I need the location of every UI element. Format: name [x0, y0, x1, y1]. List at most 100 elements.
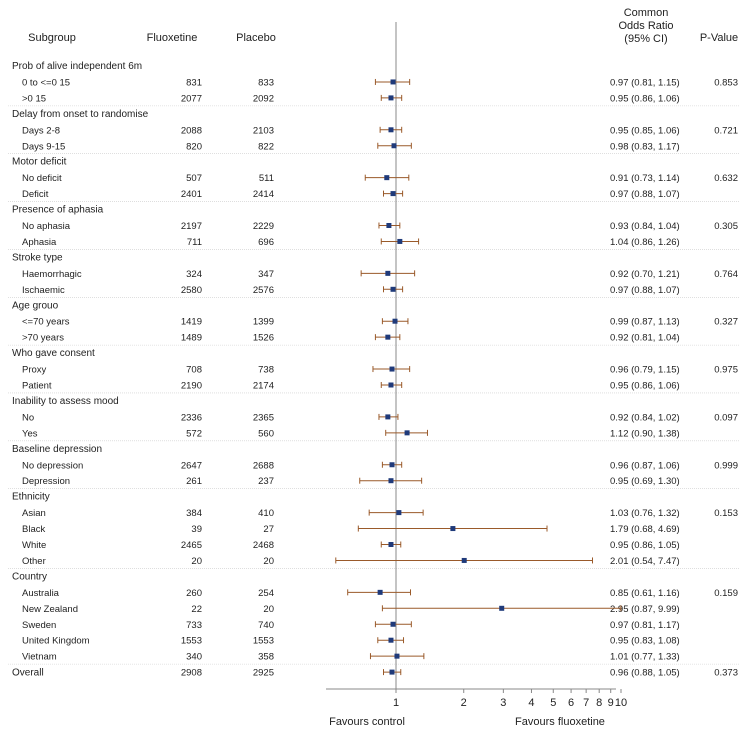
- odds-ratio-marker: [384, 175, 390, 181]
- subgroup-label: Proxy: [22, 365, 47, 376]
- data-row: Sweden 733 740 0.97 (0.81, 1.17): [22, 620, 680, 631]
- odds-ratio-ci: 2.95 (0.87, 9.99): [610, 604, 680, 615]
- fluoxetine-count: 711: [187, 237, 202, 248]
- fluoxetine-count: 2647: [181, 460, 202, 471]
- data-row: Deficit 2401 2414 0.97 (0.88, 1.07): [22, 189, 680, 200]
- x-axis: 1 2 3 4 5 6 7 8 9 10: [326, 688, 627, 709]
- fluoxetine-count: 2197: [181, 221, 202, 232]
- odds-ratio-ci: 0.98 (0.83, 1.17): [610, 141, 680, 152]
- forest-rows: Prob of alive independent 6m 0 to <=0 15 8…: [12, 61, 738, 679]
- p-value: 0.097: [714, 412, 738, 423]
- data-row: Black 39 27 1.79 (0.68, 4.69): [22, 524, 680, 535]
- p-value: 0.632: [714, 173, 738, 184]
- subgroup-label: White: [22, 540, 46, 551]
- data-row: Aphasia 711 696 1.04 (0.86, 1.26): [22, 237, 680, 248]
- group-label: Baseline depression: [12, 444, 102, 455]
- fluoxetine-count: 820: [186, 141, 202, 152]
- group-row: Age grouo: [12, 300, 59, 311]
- fluoxetine-count: 2336: [181, 412, 202, 423]
- p-value: 0.999: [714, 460, 738, 471]
- data-row: Days 9-15 820 822 0.98 (0.83, 1.17): [22, 141, 680, 152]
- group-label: Inability to assess mood: [12, 396, 119, 407]
- fluoxetine-count: 39: [191, 524, 202, 535]
- odds-ratio-ci: 0.95 (0.86, 1.05): [610, 540, 680, 551]
- fluoxetine-count: 1419: [181, 317, 202, 328]
- subgroup-label: Depression: [22, 476, 70, 487]
- data-row: New Zealand 22 20 2.95 (0.87, 9.99): [22, 604, 680, 615]
- odds-ratio-ci: 0.99 (0.87, 1.13): [610, 317, 680, 328]
- fluoxetine-count: 1553: [181, 636, 202, 647]
- placebo-count: 2576: [253, 285, 274, 296]
- fluoxetine-count: 340: [186, 652, 202, 663]
- odds-ratio-marker: [390, 621, 396, 627]
- group-label: Stroke type: [12, 252, 63, 263]
- header-or-line2: Odds Ratio: [618, 20, 673, 32]
- fluoxetine-count: 20: [191, 556, 202, 567]
- subgroup-label: Yes: [22, 428, 38, 439]
- fluoxetine-count: 22: [191, 604, 202, 615]
- x-tick-label: 7: [583, 697, 589, 709]
- data-row: No aphasia 2197 2229 0.93 (0.84, 1.04) 0.305: [22, 221, 738, 232]
- subgroup-label: Overall: [12, 668, 44, 679]
- odds-ratio-ci: 0.95 (0.69, 1.30): [610, 476, 680, 487]
- odds-ratio-marker: [385, 270, 391, 276]
- header-pvalue: P-Value: [700, 32, 738, 44]
- placebo-count: 20: [263, 604, 274, 615]
- group-row: Motor deficit: [12, 157, 67, 168]
- odds-ratio-marker: [388, 127, 394, 133]
- placebo-count: 2103: [253, 125, 274, 136]
- odds-ratio-marker: [385, 334, 391, 340]
- x-tick-label: 10: [615, 697, 627, 709]
- odds-ratio-ci: 0.97 (0.81, 1.17): [610, 620, 680, 631]
- data-row: White 2465 2468 0.95 (0.86, 1.05): [22, 540, 680, 551]
- odds-ratio-ci: 0.85 (0.61, 1.16): [610, 588, 680, 599]
- placebo-count: 358: [258, 652, 274, 663]
- placebo-count: 254: [258, 588, 274, 599]
- placebo-count: 738: [258, 365, 274, 376]
- odds-ratio-marker: [397, 238, 403, 244]
- odds-ratio-marker: [388, 542, 394, 547]
- header-or-line3: (95% CI): [624, 33, 667, 45]
- header-or-line1: Common: [624, 7, 669, 19]
- subgroup-label: No aphasia: [22, 221, 71, 232]
- fluoxetine-count: 1489: [181, 333, 202, 344]
- odds-ratio-ci: 0.97 (0.81, 1.15): [610, 77, 680, 88]
- data-row: 0 to <=0 15 831 833 0.97 (0.81, 1.15) 0.853: [22, 77, 738, 88]
- subgroup-label: 0 to <=0 15: [22, 77, 70, 88]
- group-label: Who gave consent: [12, 348, 95, 359]
- fluoxetine-count: 2088: [181, 125, 202, 136]
- odds-ratio-marker: [389, 462, 395, 468]
- group-label: Motor deficit: [12, 157, 67, 168]
- data-row: Proxy 708 738 0.96 (0.79, 1.15) 0.975: [22, 365, 738, 376]
- odds-ratio-marker: [391, 143, 397, 149]
- placebo-count: 560: [258, 428, 274, 439]
- odds-ratio-marker: [499, 605, 505, 611]
- odds-ratio-ci: 0.95 (0.85, 1.06): [610, 125, 680, 136]
- placebo-count: 2365: [253, 412, 274, 423]
- data-row: Patient 2190 2174 0.95 (0.86, 1.06): [22, 381, 680, 392]
- placebo-count: 347: [258, 269, 274, 280]
- placebo-count: 2174: [253, 381, 274, 392]
- odds-ratio-marker: [394, 653, 400, 659]
- x-tick-label: 8: [596, 697, 602, 709]
- subgroup-label: Other: [22, 556, 46, 567]
- placebo-count: 237: [258, 476, 274, 487]
- odds-ratio-marker: [396, 510, 402, 516]
- odds-ratio-marker: [389, 366, 395, 372]
- data-row: United Kingdom 1553 1553 0.95 (0.83, 1.08): [22, 636, 680, 647]
- fluoxetine-count: 260: [186, 588, 202, 599]
- data-row: Other 20 20 2.01 (0.54, 7.47): [22, 556, 680, 567]
- fluoxetine-count: 2580: [181, 285, 202, 296]
- data-row: Ischaemic 2580 2576 0.97 (0.88, 1.07): [22, 285, 680, 296]
- odds-ratio-ci: 0.91 (0.73, 1.14): [610, 173, 680, 184]
- fluoxetine-count: 2465: [181, 540, 202, 551]
- data-row: No deficit 507 511 0.91 (0.73, 1.14) 0.632: [22, 173, 738, 184]
- odds-ratio-marker: [388, 478, 394, 484]
- group-label: Delay from onset to randomise: [12, 109, 149, 120]
- placebo-count: 511: [259, 173, 274, 184]
- group-row: Presence of aphasia: [12, 205, 104, 216]
- odds-ratio-ci: 1.12 (0.90, 1.38): [610, 428, 680, 439]
- placebo-count: 20: [263, 556, 274, 567]
- header-fluoxetine: Fluoxetine: [147, 32, 198, 44]
- favours-control-label: Favours control: [329, 716, 405, 728]
